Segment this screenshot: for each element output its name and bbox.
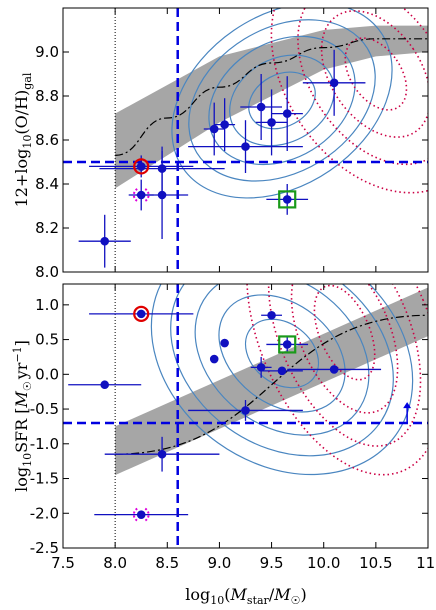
top-ytick-label-5: 9.0 <box>35 43 59 61</box>
bottom-dotted-contour-4 <box>246 284 428 476</box>
bottom-ytick-label-0: -2.5 <box>30 539 59 557</box>
bottom-contour-2 <box>218 294 346 413</box>
top-panel: 8.0 8.2 8.4 8.6 8.8 9.0 12+log10(O/H)gal <box>12 7 429 281</box>
bottom-ytick-label-3: -1.0 <box>30 435 59 453</box>
top-data-point-5 <box>209 124 219 134</box>
bottom-data-point-3 <box>157 449 167 459</box>
top-ytick-label-2: 8.4 <box>35 175 59 193</box>
top-ylabel: 12+log10(O/H)gal <box>12 72 34 207</box>
bottom-ytick-label-2: -1.5 <box>30 470 59 488</box>
top-magenta-marker-right <box>144 188 150 202</box>
bottom-ylabel: log10SFR [M☉yr−1] <box>11 340 34 492</box>
bottom-dotted-contour-3 <box>267 284 422 447</box>
top-red-circle-marker <box>133 158 150 175</box>
bottom-data-point-8 <box>267 310 276 320</box>
xtick-label-4: 9.5 <box>260 554 284 572</box>
bottom-data-point-0 <box>100 380 110 390</box>
xtick-label-0: 7.5 <box>51 554 75 572</box>
bottom-dotted-contour-2 <box>290 284 399 414</box>
bottom-data-point-4 <box>209 354 219 364</box>
bottom-mean-relation-line <box>115 314 428 455</box>
top-data-point-12 <box>329 78 339 88</box>
bottom-data-point-11 <box>329 365 339 374</box>
xtick-label-7: 11. <box>416 554 436 572</box>
top-data-point-10 <box>282 109 292 118</box>
xtick-label-3: 9.0 <box>207 554 231 572</box>
upper-limit-arrow-head <box>403 402 412 409</box>
top-ytick-label-1: 8.2 <box>35 219 59 237</box>
bottom-data-point-9 <box>277 366 287 376</box>
top-contour-3 <box>208 35 356 166</box>
top-data-point-6 <box>220 120 229 129</box>
bottom-red-circle-marker <box>133 305 150 322</box>
top-data-point-4 <box>157 164 167 173</box>
xtick-label-6: 10.5 <box>359 554 392 572</box>
bottom-contour-1 <box>244 318 320 389</box>
top-data-point-11 <box>282 195 292 204</box>
bottom-ytick-label-1: -2.0 <box>30 504 59 522</box>
bottom-xlabel: log10(Mstar/M☉) <box>185 585 306 607</box>
top-ticks: 8.0 8.2 8.4 8.6 8.8 9.0 <box>35 8 429 281</box>
bottom-contour-5 <box>150 284 414 476</box>
bottom-ytick-label-7: 1.0 <box>35 296 59 314</box>
top-ytick-label-3: 8.6 <box>35 131 59 149</box>
top-data-point-9 <box>267 118 276 127</box>
bottom-data-point-5 <box>220 338 229 348</box>
bottom-data-point-1 <box>136 309 146 319</box>
top-contour-2 <box>229 54 335 147</box>
xtick-label-5: 10.0 <box>307 554 340 572</box>
bottom-data-point-6 <box>241 406 250 415</box>
bottom-ticks: -2.5 -2.0 -1.5 -1.0 -0.5 0.0 0.5 1.0 7.5 8.0 8.5 9.… <box>30 284 436 572</box>
top-data-point-0 <box>100 236 110 246</box>
bottom-data-point-2 <box>136 510 146 519</box>
top-dotted-contour-2 <box>320 10 428 138</box>
bottom-panel: -2.5 -2.0 -1.5 -1.0 -0.5 0.0 0.5 1.0 7.5 8.0 8.5 9.… <box>11 283 436 607</box>
bottom-ytick-label-4: -0.5 <box>30 400 59 418</box>
xtick-label-2: 8.5 <box>155 554 179 572</box>
xtick-label-1: 8.0 <box>103 554 127 572</box>
top-dotted-contour-1 <box>344 37 408 111</box>
bottom-magenta-marker-left <box>132 507 138 522</box>
bottom-green-square-marker <box>278 335 297 354</box>
top-data-point-7 <box>241 142 250 151</box>
top-data-point-8 <box>256 102 266 112</box>
top-ytick-label-0: 8.0 <box>35 263 59 281</box>
top-magenta-marker-left <box>132 188 138 202</box>
top-mean-relation-line <box>115 38 428 156</box>
bottom-dotted-contour-1 <box>313 284 376 381</box>
bottom-magenta-marker-right <box>144 507 150 522</box>
bottom-relation-band <box>115 287 428 476</box>
top-dotted-contour-3 <box>297 8 428 166</box>
bottom-data-point-7 <box>256 363 266 372</box>
top-green-square-marker <box>278 190 297 209</box>
bottom-ytick-label-5: 0.0 <box>35 365 59 383</box>
bottom-axes-frame <box>62 283 429 549</box>
bottom-data-point-10 <box>282 340 292 349</box>
top-ytick-label-4: 8.8 <box>35 87 59 105</box>
top-contour-1 <box>248 71 316 130</box>
bottom-ytick-label-6: 0.5 <box>35 331 59 349</box>
top-data-point-3 <box>157 190 167 200</box>
